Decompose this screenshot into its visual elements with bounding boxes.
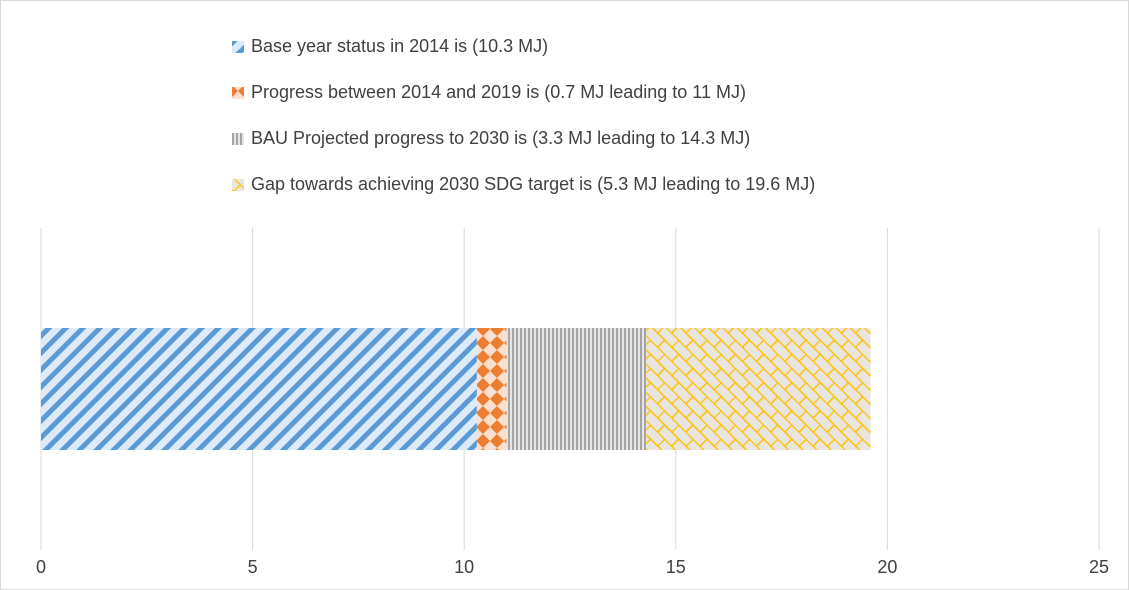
x-tick-label: 0 (36, 557, 46, 577)
bar-segment (646, 328, 871, 450)
x-tick-label: 10 (454, 557, 474, 577)
legend-marker (232, 41, 244, 53)
bar-segment (476, 328, 507, 450)
legend-label: Base year status in 2014 is (10.3 MJ) (251, 36, 548, 56)
bar-segment (41, 328, 477, 450)
legend-marker (232, 133, 244, 145)
legend-marker (232, 87, 244, 99)
legend-marker (232, 179, 244, 191)
bar-segment (506, 328, 647, 450)
x-tick-label: 5 (248, 557, 258, 577)
x-tick-label: 25 (1089, 557, 1109, 577)
x-tick-label: 15 (666, 557, 686, 577)
x-tick-label: 20 (877, 557, 897, 577)
legend-label: Gap towards achieving 2030 SDG target is… (251, 174, 815, 194)
legend-label: BAU Projected progress to 2030 is (3.3 M… (251, 128, 750, 148)
legend-label: Progress between 2014 and 2019 is (0.7 M… (251, 82, 746, 102)
